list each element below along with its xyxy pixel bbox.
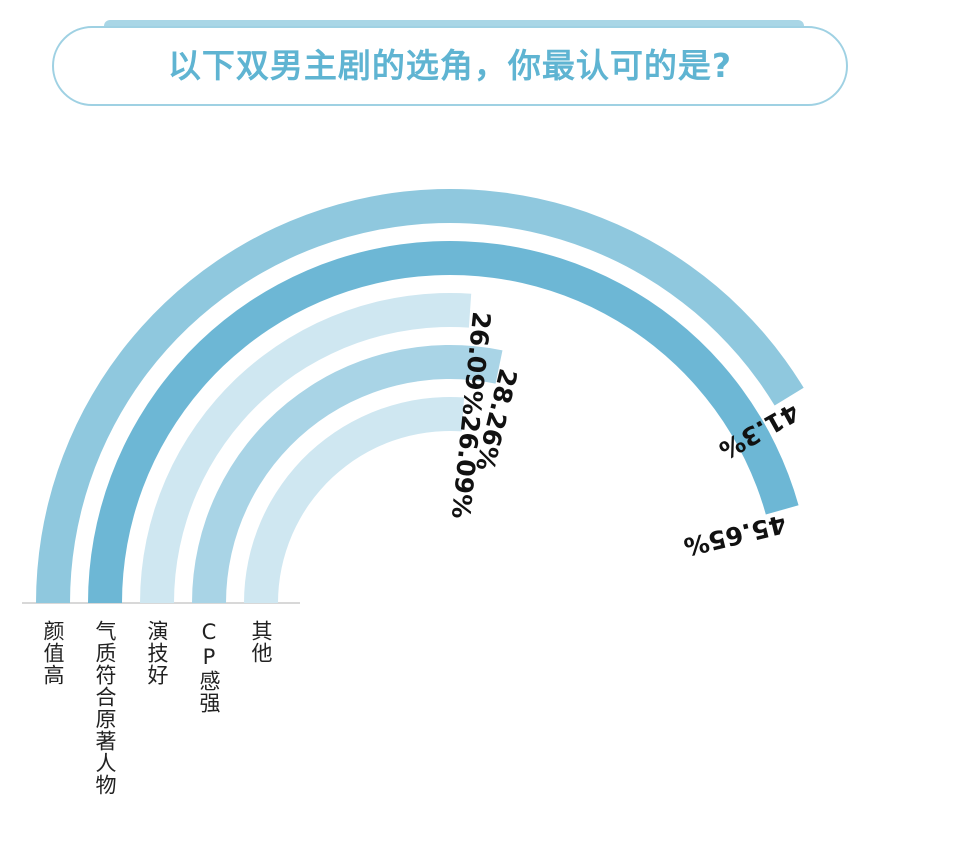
value-label-2: 45.65% — [681, 509, 789, 562]
category-label-1: 颜值高 — [41, 620, 65, 686]
category-label-2: 气质符合原著人物 — [93, 620, 117, 796]
arc-bar-1 — [36, 189, 804, 603]
category-label-5: 其他 — [249, 620, 273, 664]
category-label-3: 演技好 — [145, 620, 169, 686]
title-pill — [52, 26, 848, 106]
chart-title: 以下双男主剧的选角，你最认可的是? — [167, 46, 733, 85]
arc-bar-3 — [140, 293, 472, 603]
category-label-4: CP感强 — [197, 620, 221, 714]
arc-bar-2 — [88, 240, 799, 603]
arc-bar-4 — [192, 345, 503, 603]
arc-bar-5 — [244, 397, 465, 603]
